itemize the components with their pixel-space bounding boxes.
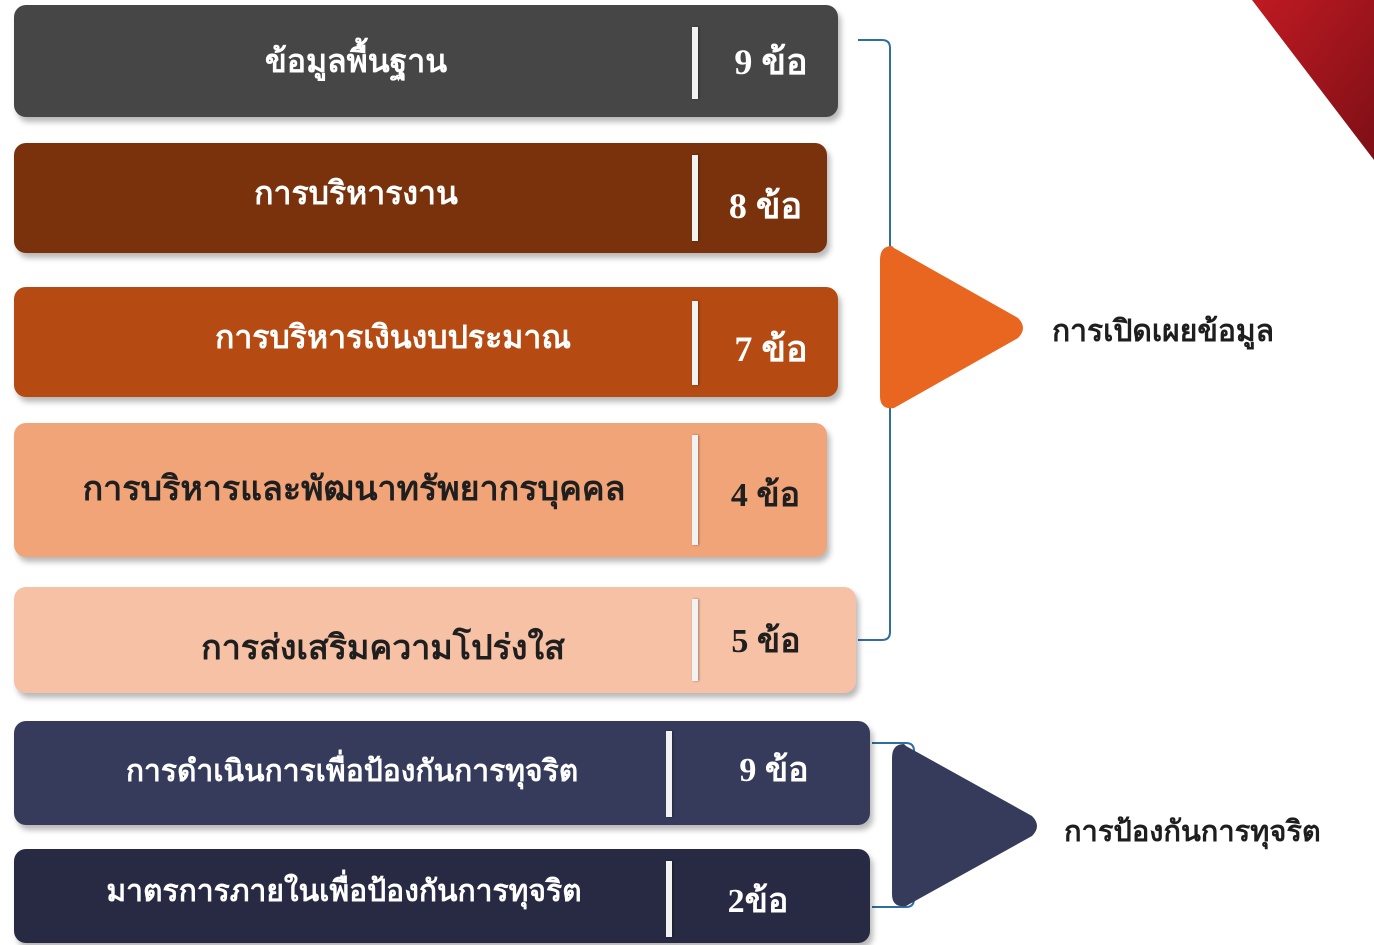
- category-divider: [692, 27, 698, 99]
- prevention-arrow-icon: [892, 744, 1037, 907]
- category-label: การส่งเสริมความโปร่งใส: [201, 628, 565, 668]
- group-label-disclosure: การเปิดเผยข้อมูล: [1052, 314, 1274, 349]
- disclosure-arrow-icon: [880, 246, 1023, 409]
- category-label: การบริหารเงินงบประมาณ: [214, 317, 572, 356]
- category-label: การบริหารและพัฒนาทรัพยากรบุคคล: [82, 469, 626, 509]
- category-bar-transparency: การส่งเสริมความโปร่งใส 5 ข้อ: [14, 587, 856, 693]
- category-divider: [666, 861, 672, 937]
- category-bar-internal-measures: มาตรการภายในเพื่อป้องกันการทุจริต 2ข้อ: [14, 849, 870, 943]
- category-bar-basic-info: ข้อมูลพื้นฐาน 9 ข้อ: [14, 5, 838, 117]
- category-divider: [666, 731, 672, 817]
- category-bar-human-resources: การบริหารและพัฒนาทรัพยากรบุคคล 4 ข้อ: [14, 423, 827, 557]
- category-count: 7 ข้อ: [734, 328, 808, 369]
- corner-decoration: [1252, 0, 1374, 160]
- category-label: การดำเนินการเพื่อป้องกันการทุจริต: [125, 753, 579, 789]
- category-bar-anti-corruption-actions: การดำเนินการเพื่อป้องกันการทุจริต 9 ข้อ: [14, 721, 870, 825]
- category-count: 5 ข้อ: [731, 623, 801, 660]
- category-divider: [692, 155, 698, 241]
- category-label: ข้อมูลพื้นฐาน: [264, 41, 448, 80]
- category-divider: [692, 435, 698, 545]
- category-count: 4 ข้อ: [730, 477, 801, 514]
- category-count: 9 ข้อ: [734, 41, 808, 82]
- category-label: การบริหารงาน: [254, 173, 458, 212]
- category-bar-budget: การบริหารเงินงบประมาณ 7 ข้อ: [14, 287, 838, 397]
- category-label: มาตรการภายในเพื่อป้องกันการทุจริต: [106, 873, 582, 909]
- group-label-prevention: การป้องกันการทุจริต: [1064, 814, 1321, 848]
- category-divider: [692, 301, 698, 385]
- category-count: 2ข้อ: [727, 883, 789, 920]
- category-count: 9 ข้อ: [739, 752, 809, 789]
- category-bar-administration: การบริหารงาน 8 ข้อ: [14, 143, 827, 253]
- category-divider: [692, 599, 698, 681]
- category-count: 8 ข้อ: [728, 185, 803, 226]
